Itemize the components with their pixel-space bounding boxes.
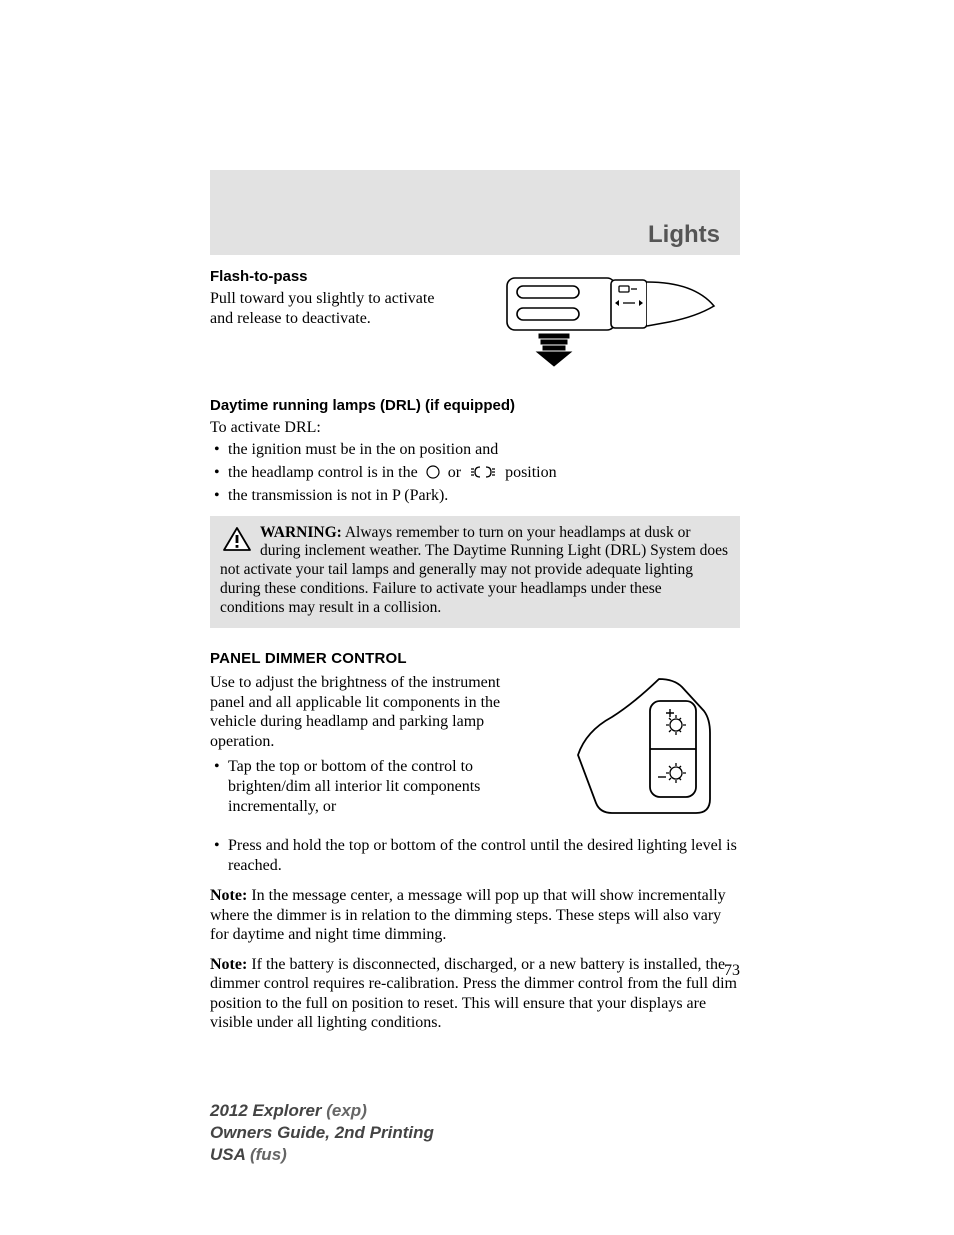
drl-intro: To activate DRL: [210, 418, 740, 438]
section-flash-to-pass: Flash-to-pass Pull toward you slightly t… [210, 268, 740, 373]
footer-line-2: Owners Guide, 2nd Printing [210, 1122, 434, 1144]
footer-region-code: (fus) [245, 1145, 287, 1164]
off-position-icon [425, 464, 441, 480]
flash-text-column: Flash-to-pass Pull toward you slightly t… [210, 268, 460, 373]
footer-block: 2012 Explorer (exp) Owners Guide, 2nd Pr… [210, 1100, 434, 1166]
footer-line-1: 2012 Explorer (exp) [210, 1100, 434, 1122]
chapter-title: Lights [648, 221, 720, 249]
warning-box: WARNING: Always remember to turn on your… [210, 516, 740, 629]
drl-bullets: the ignition must be in the on position … [210, 440, 740, 506]
drl-heading: Daytime running lamps (DRL) (if equipped… [210, 397, 740, 414]
drl-bullet-2: the headlamp control is in the or [210, 463, 740, 483]
stalk-figure-icon [499, 268, 719, 368]
dimmer-note-1: Note: In the message center, a message w… [210, 886, 740, 945]
dimmer-text-column: Use to adjust the brightness of the inst… [210, 673, 530, 828]
flash-body: Pull toward you slightly to activate and… [210, 289, 460, 328]
note1-text: In the message center, a message will po… [210, 887, 726, 943]
footer-model: 2012 Explorer [210, 1101, 322, 1120]
drl-b2-pre: the headlamp control is in the [228, 464, 422, 481]
drl-bullet-3: the transmission is not in P (Park). [210, 486, 740, 506]
warning-label: WARNING: [260, 524, 342, 541]
drl-b2-mid: or [448, 464, 465, 481]
footer-line-3: USA (fus) [210, 1144, 434, 1166]
drl-b2-post: position [505, 464, 557, 481]
dimmer-heading: PANEL DIMMER CONTROL [210, 650, 740, 667]
dimmer-bullet-2: Press and hold the top or bottom of the … [210, 836, 740, 876]
page-content: Flash-to-pass Pull toward you slightly t… [210, 268, 740, 1039]
dimmer-bullets-top: Tap the top or bottom of the control to … [210, 757, 530, 817]
drl-bullet-1: the ignition must be in the on position … [210, 440, 740, 460]
dimmer-bullets-bottom: Press and hold the top or bottom of the … [210, 836, 740, 876]
footer-region: USA [210, 1145, 245, 1164]
section-drl: Daytime running lamps (DRL) (if equipped… [210, 397, 740, 628]
flash-figure-column [478, 268, 740, 373]
warning-triangle-icon [222, 526, 252, 552]
dimmer-intro: Use to adjust the brightness of the inst… [210, 673, 530, 751]
dimmer-bullet-1: Tap the top or bottom of the control to … [210, 757, 530, 817]
manual-page: Lights Flash-to-pass Pull toward you sli… [0, 0, 954, 1235]
footer-model-code: (exp) [322, 1101, 367, 1120]
chapter-header-band: Lights [210, 170, 740, 255]
dimmer-panel-icon [564, 673, 724, 823]
dimmer-figure-column [548, 673, 740, 828]
note1-label: Note: [210, 887, 247, 904]
dimmer-row: Use to adjust the brightness of the inst… [210, 673, 740, 828]
page-number: 73 [210, 962, 740, 980]
parking-lamp-icon [468, 464, 498, 480]
flash-heading: Flash-to-pass [210, 268, 460, 285]
